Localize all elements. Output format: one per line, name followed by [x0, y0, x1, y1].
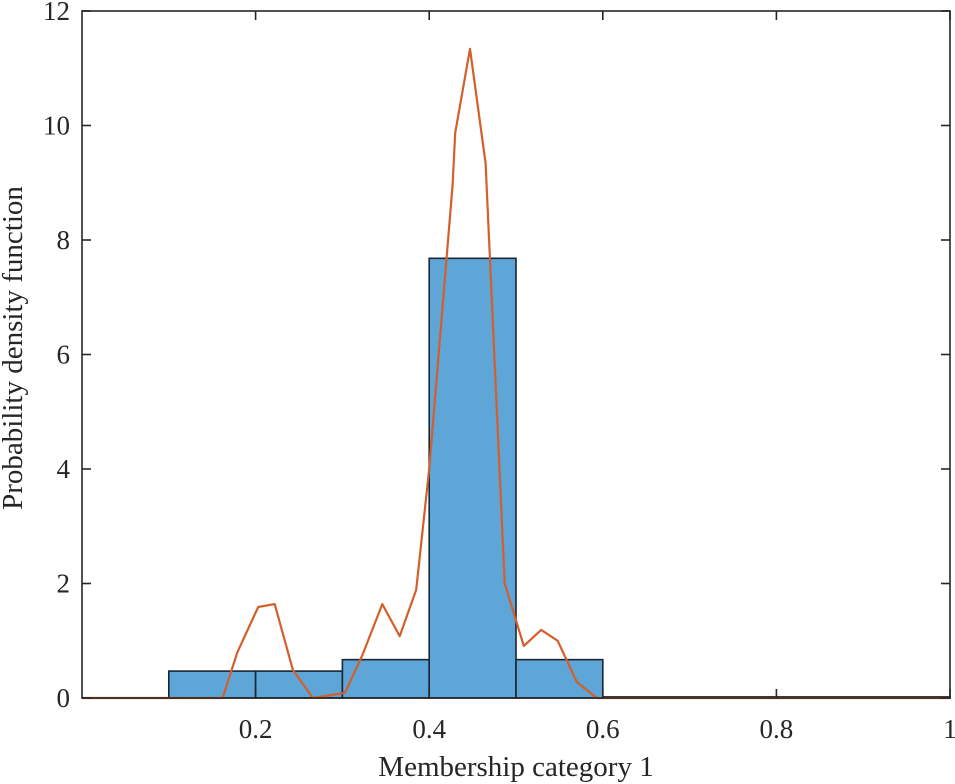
y-tick-label: 2: [57, 569, 71, 599]
y-tick-label: 8: [57, 225, 71, 255]
x-tick-label: 0.4: [412, 714, 446, 744]
x-tick-label: 0.6: [586, 714, 620, 744]
x-axis-ticks: 0.2 0.4 0.6 0.8 1: [239, 11, 955, 744]
x-axis-label: Membership category 1: [378, 751, 653, 783]
histogram-bars: [168, 257, 951, 699]
density-curve-layer: [82, 47, 950, 700]
histogram-bar: [341, 658, 430, 699]
density-curve: [82, 47, 950, 700]
x-tick-label: 0.2: [239, 714, 273, 744]
histogram-bar: [428, 257, 517, 699]
x-tick-label: 1: [943, 714, 955, 744]
y-tick-label: 4: [57, 454, 71, 484]
y-tick-label: 6: [57, 340, 71, 370]
x-tick-label: 0.8: [760, 714, 794, 744]
y-tick-label: 12: [43, 0, 70, 26]
histogram-bar: [168, 670, 257, 699]
y-tick-label: 10: [43, 111, 70, 141]
y-axis-label: Probability density function: [0, 186, 29, 510]
histogram-bar: [254, 670, 344, 699]
y-tick-label: 0: [57, 683, 71, 713]
y-axis-ticks: 0 2 4 6 8 10 12: [43, 0, 950, 713]
